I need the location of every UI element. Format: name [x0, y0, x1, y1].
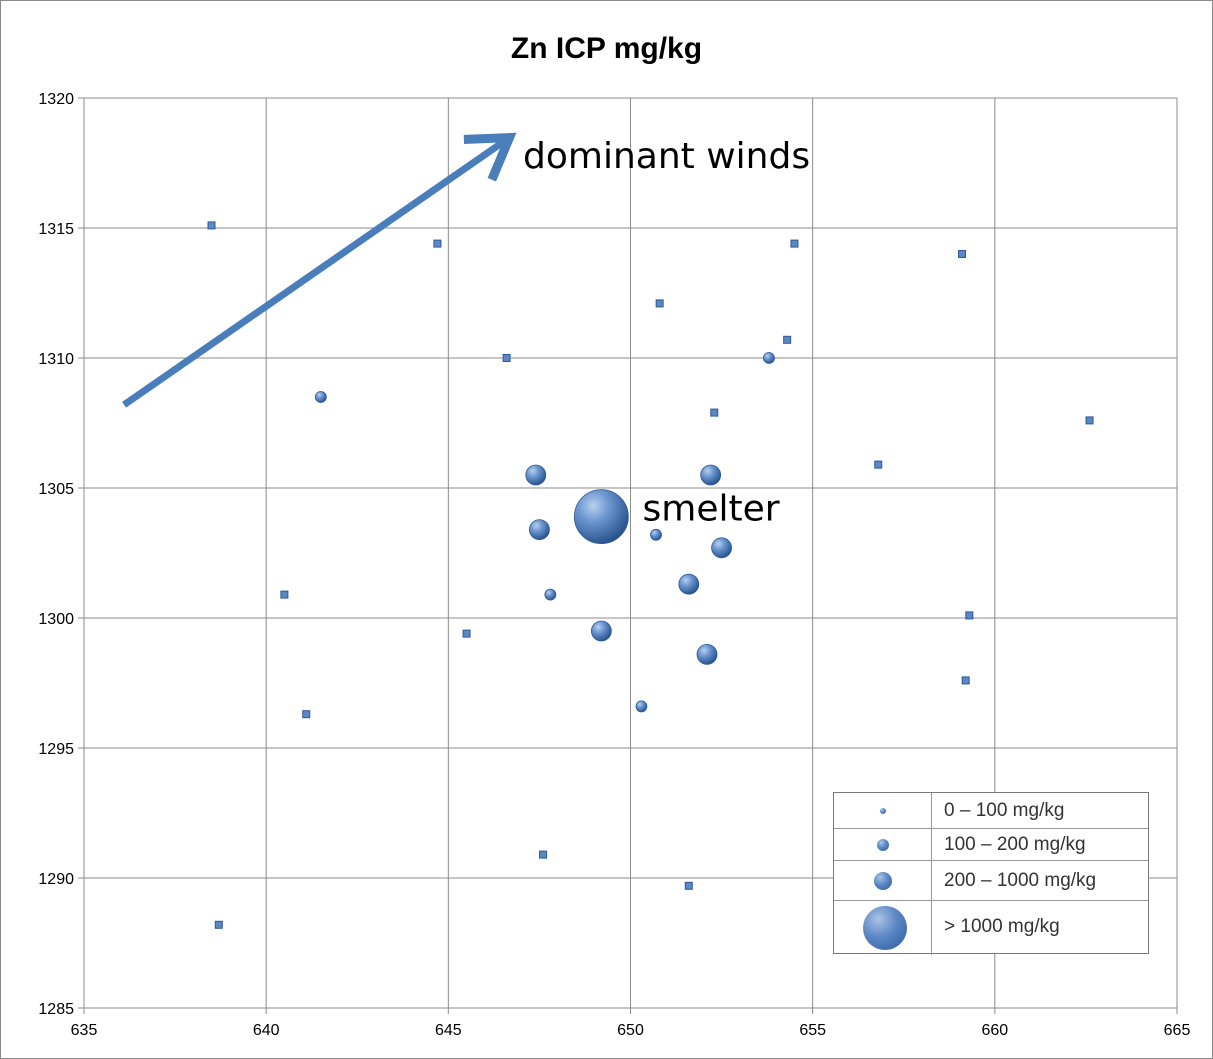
data-point [678, 573, 700, 595]
data-point [1085, 416, 1094, 425]
y-tick-label: 1295 [38, 741, 74, 758]
legend-entry-200-1000: 200 – 1000 mg/kg [834, 861, 1148, 901]
data-point [502, 354, 511, 362]
chart-title: Zn ICP mg/kg [510, 32, 703, 65]
grid [84, 97, 1178, 1008]
legend-label: > 1000 mg/kg [944, 916, 1060, 937]
data-point [302, 710, 311, 719]
data-point [961, 676, 970, 685]
x-tick-label: 665 [1164, 1022, 1191, 1039]
annotations: dominant winds smelter [122, 136, 810, 530]
data-point [214, 920, 223, 929]
axes [78, 97, 1178, 1014]
legend-label: 0 – 100 mg/kg [944, 800, 1065, 821]
legend-symbol [834, 793, 932, 828]
y-tick-label: 1285 [38, 1001, 74, 1018]
tick-labels: 635 640 645 650 655 660 665 1285 1290 1295 1300 130… [38, 91, 1190, 1039]
data-point [710, 408, 719, 417]
y-tick-label: 1315 [38, 221, 74, 238]
legend-entry-100-200: 100 – 200 mg/kg [834, 829, 1148, 861]
data-point [874, 460, 883, 469]
data-point [763, 352, 775, 364]
data-point [539, 850, 548, 859]
legend: 0 – 100 mg/kg 100 – 200 mg/kg 200 – 1000… [833, 792, 1149, 955]
x-tick-label: 635 [71, 1022, 98, 1039]
x-tick-label: 660 [981, 1022, 1008, 1039]
winds-label: dominant winds [523, 136, 810, 177]
y-tick-label: 1310 [38, 351, 74, 368]
data-point [958, 250, 967, 258]
x-tick-label: 655 [799, 1022, 826, 1039]
legend-symbol [834, 861, 932, 900]
data-point [529, 519, 550, 540]
data-point [280, 590, 289, 599]
y-tick-label: 1305 [38, 481, 74, 498]
data-point [462, 629, 471, 638]
legend-symbol [834, 901, 932, 955]
y-tick-label: 1320 [38, 91, 74, 108]
data-point [965, 611, 974, 620]
legend-label: 200 – 1000 mg/kg [944, 870, 1097, 891]
data-point [684, 881, 693, 890]
legend-entry-over-1000: > 1000 mg/kg [834, 901, 1148, 955]
data-point [650, 528, 662, 541]
smelter-label: smelter [643, 489, 780, 530]
data-point [590, 620, 612, 642]
data-point [525, 464, 547, 486]
winds-arrow [122, 140, 507, 408]
data-point [655, 299, 664, 308]
x-tick-label: 640 [253, 1022, 280, 1039]
data-point [207, 221, 216, 230]
x-tick-label: 650 [617, 1022, 644, 1039]
data-point [700, 464, 722, 486]
data-point [314, 391, 327, 403]
data-point [573, 489, 629, 544]
legend-label: 100 – 200 mg/kg [944, 834, 1086, 855]
y-tick-label: 1300 [38, 611, 74, 628]
legend-entry-0-100: 0 – 100 mg/kg [834, 793, 1148, 829]
data-point [783, 335, 792, 344]
legend-symbol [834, 829, 932, 860]
data-point [711, 537, 732, 559]
x-tick-label: 645 [435, 1022, 462, 1039]
data-point [433, 239, 442, 248]
data-points [207, 221, 1094, 929]
data-point [696, 644, 718, 665]
data-point [635, 700, 648, 713]
y-tick-label: 1290 [38, 871, 74, 888]
data-point [544, 588, 557, 601]
data-point [790, 239, 799, 248]
